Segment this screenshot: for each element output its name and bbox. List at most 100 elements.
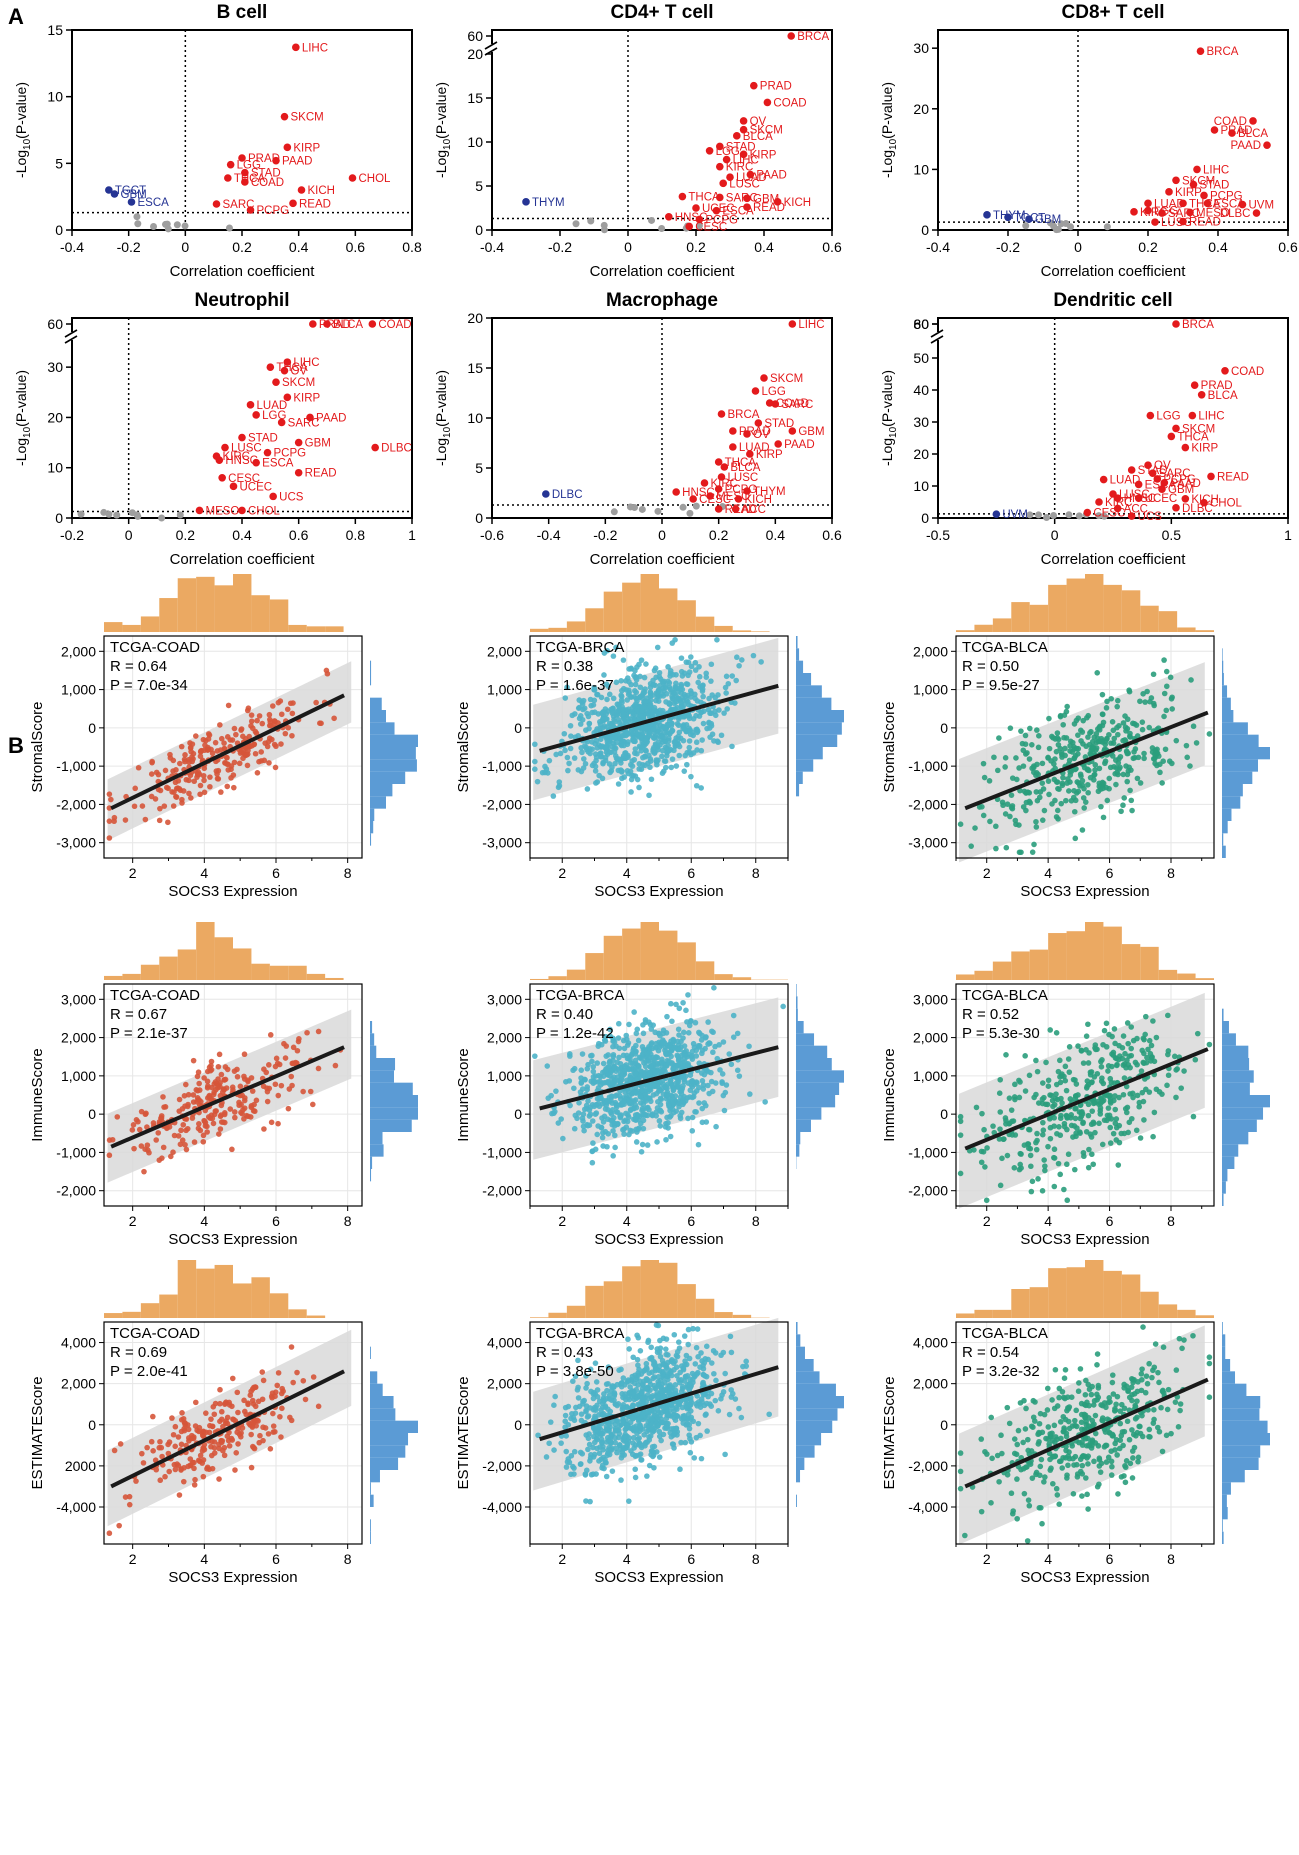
- scatter-point: [157, 1477, 163, 1483]
- scatter-point: [188, 745, 194, 751]
- top-histogram-bar: [530, 629, 548, 632]
- scatter-point: [182, 1093, 188, 1099]
- scatter-point: [576, 1100, 582, 1106]
- top-histogram-bar: [1159, 611, 1177, 632]
- scatter-point: [649, 1112, 655, 1118]
- scatter-point: [974, 1105, 980, 1111]
- ns-point: [113, 512, 120, 519]
- scatter-point: [1193, 1057, 1199, 1063]
- scatter-point: [1115, 698, 1121, 704]
- point-skcm: [1172, 177, 1180, 185]
- scatter-point: [1115, 1162, 1121, 1168]
- scatter-point: [1137, 1100, 1143, 1106]
- scatter-point: [1127, 788, 1133, 794]
- scatter-point: [1087, 730, 1093, 736]
- scatter-point: [589, 1149, 595, 1155]
- scatter-point: [1134, 1127, 1140, 1133]
- y-tick-label: 2000: [65, 1458, 96, 1474]
- scatter-point: [149, 794, 155, 800]
- scatter-point: [678, 682, 684, 688]
- top-histogram-bar: [1122, 590, 1140, 632]
- scatter-point: [661, 1091, 667, 1097]
- scatter-point: [700, 1078, 706, 1084]
- scatter-point: [709, 661, 715, 667]
- point-luad: [247, 401, 255, 409]
- y-tick-label: 0: [514, 720, 522, 736]
- scatter-point: [1035, 1069, 1041, 1075]
- scatter-point: [1085, 790, 1091, 796]
- scatter-point: [717, 1067, 723, 1073]
- scatter-point: [675, 1039, 681, 1045]
- scatter-point: [997, 1109, 1003, 1115]
- scatter-point: [107, 835, 113, 841]
- y-tick-label: 50: [913, 350, 929, 366]
- top-histogram-bar: [696, 617, 714, 632]
- x-axis-label: Correlation coefficient: [170, 551, 316, 568]
- scatter-point: [1141, 1060, 1147, 1066]
- scatter-point: [1051, 1155, 1057, 1161]
- scatter-point: [1114, 1056, 1120, 1062]
- point-label: UCS: [1138, 511, 1163, 523]
- point-meso: [196, 507, 204, 515]
- scatter-point: [246, 705, 252, 711]
- scatter-point: [1100, 1142, 1106, 1148]
- scatter-point: [273, 1081, 279, 1087]
- scatter-point: [1109, 1034, 1115, 1040]
- scatter-point: [1046, 792, 1052, 798]
- right-histogram-bar: [796, 1095, 835, 1107]
- scatter-point: [1113, 1137, 1119, 1143]
- ns-point: [601, 226, 608, 233]
- top-histogram-bar: [530, 979, 548, 980]
- y-tick-label: 0: [88, 1106, 96, 1122]
- scatter-point: [1035, 798, 1041, 804]
- ns-point: [587, 218, 594, 225]
- scatter-point: [685, 992, 691, 998]
- scatter-point: [729, 1061, 735, 1067]
- scatter-point: [657, 683, 663, 689]
- scatter-point: [245, 763, 251, 769]
- scatter-point: [177, 1492, 183, 1498]
- x-tick-label: 1: [1284, 527, 1292, 543]
- scatter-point: [651, 1057, 657, 1063]
- scatter-point: [193, 733, 199, 739]
- scatter-point: [1064, 1161, 1070, 1167]
- point-prad: [1211, 126, 1219, 134]
- scatter-point: [669, 1081, 675, 1087]
- scatter-point: [136, 765, 142, 771]
- point-lgg: [1144, 207, 1152, 215]
- right-histogram-bar: [1222, 1009, 1224, 1021]
- scatter-point: [235, 1074, 241, 1080]
- point-gbm: [789, 427, 797, 435]
- scatter-point: [549, 1111, 555, 1117]
- scatter-point: [681, 1030, 687, 1036]
- right-histogram-bar: [370, 1519, 371, 1531]
- scatter-point: [1134, 1036, 1140, 1042]
- scatter-point: [140, 803, 146, 809]
- right-histogram-bar: [370, 698, 382, 710]
- top-histogram-bar: [307, 626, 325, 632]
- scatter-point: [222, 1112, 228, 1118]
- scatter-point: [679, 655, 685, 661]
- right-histogram-bar: [370, 1433, 408, 1445]
- scatter-point: [737, 1073, 743, 1079]
- top-histogram-bar: [233, 1283, 251, 1318]
- point-label: READ: [1217, 471, 1249, 483]
- point-label: DLBC: [1182, 503, 1213, 515]
- scatter-point: [635, 731, 641, 737]
- scatter-point: [668, 1001, 674, 1007]
- right-histogram-bar: [370, 1058, 395, 1070]
- scatter-point: [229, 1436, 235, 1442]
- scatter-point: [1094, 670, 1100, 676]
- scatter-point: [653, 1070, 659, 1076]
- point-thca: [224, 174, 232, 182]
- right-histogram-bar: [796, 1033, 814, 1045]
- point-thca: [1179, 200, 1187, 208]
- scatter-point: [672, 1045, 678, 1051]
- scatter-point: [1071, 744, 1077, 750]
- right-histogram-bar: [796, 673, 811, 685]
- scatter-point: [990, 1123, 996, 1129]
- right-histogram-bar: [796, 722, 842, 734]
- scatter-point: [237, 761, 243, 767]
